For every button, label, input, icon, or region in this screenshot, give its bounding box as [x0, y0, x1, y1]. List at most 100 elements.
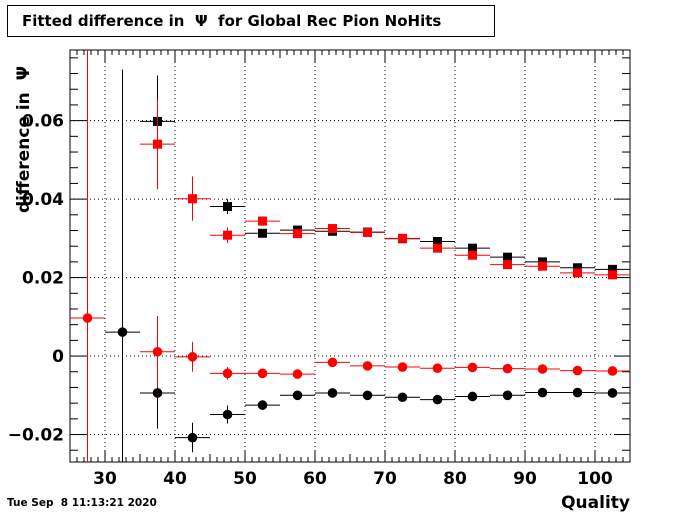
x-tick-label: 40 [163, 469, 187, 489]
square-marker [503, 260, 512, 270]
square-data-point [560, 268, 595, 278]
circle-marker [327, 357, 338, 368]
circle-marker [537, 387, 548, 398]
circle-marker [152, 346, 163, 357]
x-tick-label: 50 [233, 469, 257, 489]
circle-data-point [140, 316, 175, 388]
circle-data-point [420, 394, 455, 405]
circle-data-point [525, 364, 560, 374]
circle-data-point [490, 363, 525, 374]
circle-marker [432, 394, 443, 405]
square-marker [258, 228, 267, 238]
square-marker [468, 250, 477, 260]
circle-marker [222, 368, 233, 379]
square-data-point [140, 99, 175, 190]
square-data-point [420, 236, 455, 246]
x-tick-label: 60 [303, 469, 327, 489]
circle-marker [502, 390, 513, 401]
circle-marker [152, 388, 163, 398]
square-marker [188, 194, 197, 204]
square-data-point [175, 176, 210, 221]
square-data-point [245, 228, 280, 238]
square-marker [538, 261, 547, 271]
square-marker [503, 252, 512, 262]
x-tick-label: 90 [513, 469, 537, 489]
square-data-point [280, 229, 315, 239]
square-data-point [455, 243, 490, 253]
y-tick-label: 0.06 [22, 112, 64, 132]
circle-marker [257, 400, 268, 410]
circle-data-point [455, 362, 490, 373]
circle-data-point [315, 388, 350, 398]
square-marker [363, 227, 372, 237]
circle-marker [502, 363, 513, 374]
circle-marker [187, 432, 198, 443]
circle-marker [222, 409, 233, 420]
grid-lines [70, 50, 630, 462]
circle-data-point [175, 422, 210, 453]
circle-marker [397, 392, 408, 403]
circle-data-point [245, 368, 280, 379]
square-marker [608, 264, 617, 274]
circle-data-point [280, 390, 315, 401]
square-data-point [245, 216, 280, 226]
square-marker [573, 268, 582, 278]
square-marker [258, 216, 267, 226]
square-marker [223, 230, 232, 240]
square-marker [433, 236, 442, 246]
circle-marker [467, 391, 478, 402]
square-marker [573, 263, 582, 273]
square-data-point [420, 243, 455, 253]
circle-marker [362, 361, 373, 371]
circle-data-point [210, 405, 245, 424]
chart-title: Fitted difference in Ψ for Global Rec Pi… [7, 5, 495, 37]
circle-marker [432, 363, 443, 374]
circle-data-point [245, 400, 280, 410]
square-data-point [595, 270, 630, 280]
circle-marker [82, 313, 93, 323]
x-axis-label: Quality [561, 493, 630, 513]
circle-marker [292, 390, 303, 401]
circle-marker [537, 364, 548, 374]
circle-data-point [560, 387, 595, 398]
circle-marker [397, 362, 408, 372]
square-data-point [210, 227, 245, 244]
square-marker [328, 224, 337, 234]
square-data-point [385, 233, 420, 243]
circle-marker [572, 387, 583, 398]
circle-data-point [350, 390, 385, 401]
circle-marker [467, 362, 478, 373]
square-marker [468, 243, 477, 253]
circle-marker [187, 352, 198, 362]
square-data-point [490, 260, 525, 270]
square-data-point [490, 252, 525, 262]
circle-data-point [70, 50, 105, 462]
circle-data-point [350, 361, 385, 371]
circle-data-point [595, 388, 630, 398]
square-data-point [315, 224, 350, 234]
circle-marker [607, 366, 618, 376]
y-tick-label: 0.02 [22, 269, 64, 289]
square-marker [433, 243, 442, 253]
circle-marker [327, 388, 338, 398]
square-marker [398, 233, 407, 243]
circle-data-point [175, 341, 210, 372]
circle-marker [117, 327, 128, 337]
circle-data-point [385, 362, 420, 372]
data-points [70, 50, 630, 462]
x-tick-label: 80 [443, 469, 467, 489]
circle-data-point [210, 367, 245, 380]
square-marker [608, 270, 617, 280]
circle-data-point [315, 357, 350, 368]
circle-data-point [280, 369, 315, 379]
y-tick-label: −0.02 [8, 426, 64, 446]
square-data-point [455, 250, 490, 260]
square-marker [153, 139, 162, 149]
circle-marker [257, 368, 268, 379]
square-data-point [350, 227, 385, 237]
x-tick-label: 70 [373, 469, 397, 489]
circle-marker [607, 388, 618, 398]
plot-frame [69, 49, 631, 463]
circle-data-point [490, 390, 525, 401]
